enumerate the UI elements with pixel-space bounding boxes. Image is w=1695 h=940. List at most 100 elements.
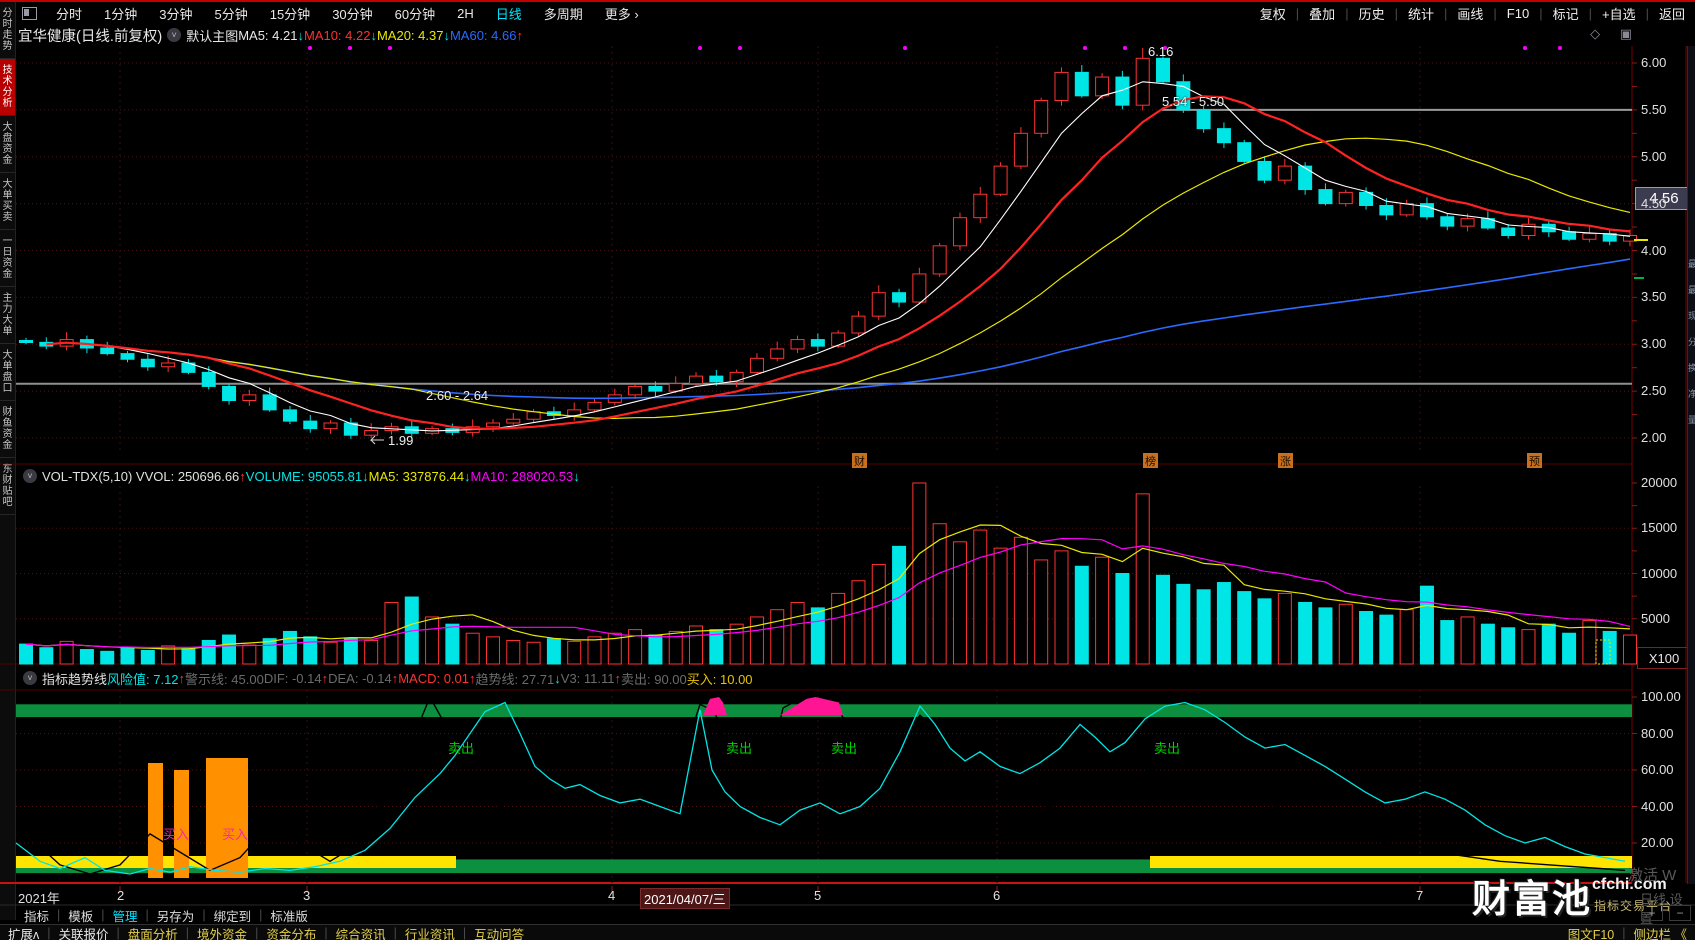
status-item-图文F10[interactable]: 图文F10 bbox=[1567, 927, 1615, 940]
ind-hdr-seg-1: 指标趋势线 bbox=[42, 671, 108, 687]
brand-logo-cn: 财富池 bbox=[1472, 879, 1593, 921]
event-marker-财[interactable]: 财 bbox=[852, 453, 867, 468]
sidebar-item-技术分析[interactable]: 技术分析 bbox=[0, 59, 15, 116]
tab-模板[interactable]: 模板 bbox=[68, 909, 94, 924]
period-button-5分钟[interactable]: 5分钟 bbox=[214, 6, 248, 22]
volume-axis-label-20000: 20000 bbox=[1641, 475, 1678, 490]
collapsed-right-panel[interactable]: 最最现分换净量 bbox=[1687, 46, 1695, 884]
toolbar-button-+自选[interactable]: +自选 bbox=[1602, 6, 1636, 22]
title-seg-10: ↑ bbox=[516, 27, 523, 43]
status-item-关联报价[interactable]: 关联报价 bbox=[58, 927, 109, 940]
ind-hdr-seg-14: ↑ bbox=[614, 670, 622, 686]
ind-hdr-seg-7: DEA: -0.14 bbox=[328, 670, 392, 686]
zoom-in-button[interactable]: + bbox=[1641, 905, 1663, 921]
vol-hdr-seg-6: ↓ bbox=[464, 468, 471, 484]
sidebar-item-财鱼资金[interactable]: 财鱼资金 bbox=[0, 401, 15, 458]
title-seg-2: 默认主图 bbox=[186, 28, 239, 44]
chevron-circle-icon[interactable]: ˅ bbox=[167, 28, 182, 42]
tab-separator: | bbox=[259, 908, 263, 922]
status-item-扩展ᴧ[interactable]: 扩展ᴧ bbox=[8, 927, 40, 940]
title-seg-8: ↓ bbox=[443, 27, 450, 43]
sidebar-item-大单盘口[interactable]: 大单盘口 bbox=[0, 344, 15, 401]
period-button-多周期[interactable]: 多周期 bbox=[543, 6, 583, 22]
price-axis-label-3.00: 3.00 bbox=[1641, 336, 1667, 352]
status-item-综合资讯[interactable]: 综合资讯 bbox=[335, 927, 386, 940]
toolbar-button-复权[interactable]: 复权 bbox=[1259, 6, 1286, 22]
period-button-2H[interactable]: 2H bbox=[457, 5, 474, 21]
sidebar-item-主力大单[interactable]: 主力大单 bbox=[0, 287, 15, 344]
tab-separator: | bbox=[202, 908, 206, 922]
volume-unit-label: X100 bbox=[1637, 647, 1691, 669]
period-button-更多 ›[interactable]: 更多 › bbox=[604, 6, 639, 22]
toolbar-separator: | bbox=[1444, 5, 1448, 21]
status-item-互动问答[interactable]: 互动问答 bbox=[474, 927, 525, 940]
toolbar-button-历史[interactable]: 历史 bbox=[1358, 6, 1385, 22]
toolbar-button-返回[interactable]: 返回 bbox=[1658, 6, 1685, 22]
toolbar-separator: | bbox=[1645, 5, 1649, 21]
tab-管理[interactable]: 管理 bbox=[112, 909, 138, 924]
ind-hdr-seg-15: 卖出: 90.00 bbox=[621, 671, 687, 687]
indicator-pane-header[interactable]: ˅ 指标趋势线 风险值: 7.12 ↑ 警示线: 45.00 DIF: -0.14 ↑… bbox=[18, 668, 753, 688]
toolbar-button-统计[interactable]: 统计 bbox=[1407, 6, 1434, 22]
tab-指标[interactable]: 指标 bbox=[24, 909, 50, 924]
period-button-3分钟[interactable]: 3分钟 bbox=[159, 6, 193, 22]
period-button-15分钟[interactable]: 15分钟 bbox=[269, 6, 311, 22]
tab-标准版[interactable]: 标准版 bbox=[270, 909, 308, 924]
status-item-境外资金[interactable]: 境外资金 bbox=[197, 927, 248, 940]
status-item-盘面分析[interactable]: 盘面分析 bbox=[127, 927, 178, 940]
tab-绑定到[interactable]: 绑定到 bbox=[213, 909, 252, 924]
toolbar-button-标记[interactable]: 标记 bbox=[1552, 6, 1579, 22]
period-button-日线[interactable]: 日线 bbox=[495, 6, 522, 22]
chevron-circle-icon[interactable]: ˅ bbox=[23, 469, 37, 483]
status-item-资金分布[interactable]: 资金分布 bbox=[266, 927, 317, 940]
status-item-行业资讯[interactable]: 行业资讯 bbox=[404, 927, 455, 940]
period-button-分时[interactable]: 分时 bbox=[56, 6, 83, 22]
sidebar-item-大盘资金[interactable]: 大盘资金 bbox=[0, 116, 15, 173]
sell-signal-label-0: 卖出 bbox=[448, 741, 475, 756]
status-item-侧边栏 《[interactable]: 侧边栏 《 bbox=[1633, 927, 1687, 940]
sidebar-item-东财贴吧[interactable]: 东财贴吧 bbox=[0, 458, 15, 515]
title-seg-0: 宜华健康(日线.前复权) bbox=[18, 28, 163, 45]
chevron-circle-icon[interactable]: ˅ bbox=[23, 671, 37, 685]
title-seg-5: MA10: 4.22 bbox=[303, 27, 371, 43]
date-label-6: 6 bbox=[993, 888, 1001, 903]
event-marker-榜[interactable]: 榜 bbox=[1143, 453, 1158, 468]
sidebar-item-一日资金[interactable]: 一日资金 bbox=[0, 230, 15, 287]
volume-axis-label-15000: 15000 bbox=[1641, 520, 1678, 536]
sidebar-item-大单买卖[interactable]: 大单买卖 bbox=[0, 173, 15, 230]
toolbar-button-F10[interactable]: F10 bbox=[1506, 5, 1530, 21]
zoom-out-button[interactable]: − bbox=[1669, 905, 1691, 921]
period-toolbar: 分时 1分钟 3分钟 5分钟 15分钟 30分钟 60分钟 2H 日线 多周期 更多 › 复权 | 叠加… bbox=[16, 2, 1695, 24]
price-axis-label-4.00: 4.00 bbox=[1641, 242, 1667, 258]
tab-另存为[interactable]: 另存为 bbox=[156, 909, 195, 924]
ind-hdr-seg-5: DIF: -0.14 bbox=[263, 670, 322, 686]
ind-hdr-seg-12: ↓ bbox=[554, 670, 561, 686]
date-label-2021/04/07/三[interactable]: 2021/04/07/三 bbox=[640, 888, 730, 909]
event-marker-涨[interactable]: 涨 bbox=[1278, 453, 1293, 468]
event-marker-预[interactable]: 预 bbox=[1527, 453, 1542, 468]
layout-icon[interactable] bbox=[22, 6, 37, 20]
toolbar-right-group: 复权 | 叠加 | 历史 | 统计 | 画线 | F10 | 标记 | +自选 | 返回 bbox=[1250, 4, 1695, 23]
pane-window-icons[interactable]: ◇ ▣ bbox=[1590, 26, 1640, 41]
status-separator: | bbox=[116, 926, 120, 940]
ind-hdr-seg-4: 警示线: 45.00 bbox=[185, 671, 264, 687]
toolbar-button-画线[interactable]: 画线 bbox=[1457, 6, 1484, 22]
period-button-60分钟[interactable]: 60分钟 bbox=[394, 6, 436, 22]
vol-hdr-seg-1: VOL-TDX(5,10) VVOL: 250696.66 bbox=[42, 468, 240, 484]
title-seg-4: ↓ bbox=[297, 27, 304, 43]
toolbar-button-叠加[interactable]: 叠加 bbox=[1309, 6, 1336, 22]
ind-hdr-seg-11: 趋势线: 27.71 bbox=[475, 671, 555, 687]
sidebar-item-分时走势[interactable]: 分时走势 bbox=[0, 2, 15, 59]
indicator-axis-label-60.00: 60.00 bbox=[1641, 762, 1674, 777]
status-bar: 扩展ᴧ | 关联报价 | 盘面分析 | 境外资金 | 资金分布 | 综合资讯 | 行业资讯 | 互动问答 图文… bbox=[0, 924, 1695, 940]
period-button-30分钟[interactable]: 30分钟 bbox=[332, 6, 373, 22]
date-label-7: 7 bbox=[1416, 888, 1424, 903]
price-axis-label-2.00: 2.00 bbox=[1641, 430, 1667, 445]
status-separator: | bbox=[185, 926, 190, 940]
ind-hdr-seg-13: V3: 11.11 bbox=[560, 670, 615, 686]
period-button-1分钟[interactable]: 1分钟 bbox=[104, 6, 138, 22]
volume-pane-header[interactable]: ˅ VOL-TDX(5,10) VVOL: 250696.66 ↑ VOLUME: … bbox=[18, 466, 580, 486]
vol-hdr-seg-4: ↓ bbox=[362, 468, 369, 484]
resistance-label: 5.54 - 5.50 bbox=[1162, 94, 1225, 109]
date-label-2: 2 bbox=[117, 888, 125, 903]
